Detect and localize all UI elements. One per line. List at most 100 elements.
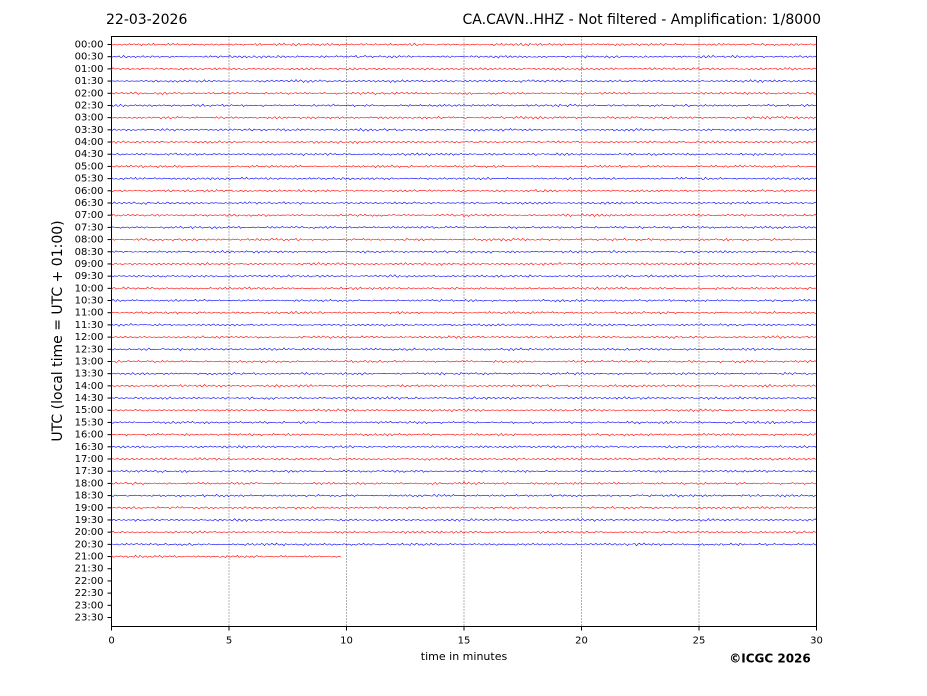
y-tick-label: 11:00: [75, 308, 104, 319]
chart-title: CA.CAVN..HHZ - Not filtered - Amplificat…: [463, 12, 821, 28]
y-tick-label: 15:30: [75, 417, 104, 428]
trace: [111, 128, 817, 132]
y-tick-label: 00:30: [75, 52, 104, 63]
trace: [111, 274, 817, 278]
trace: [111, 445, 817, 449]
trace: [111, 310, 817, 315]
y-tick-label: 08:00: [75, 235, 104, 246]
y-tick-label: 21:30: [75, 564, 104, 575]
trace: [111, 286, 817, 291]
trace: [111, 298, 817, 303]
trace: [111, 542, 817, 547]
y-tick-label: 07:30: [75, 222, 104, 233]
y-tick-label: 04:00: [75, 137, 104, 148]
trace: [111, 383, 817, 388]
trace: [111, 359, 817, 364]
y-tick-label: 12:30: [75, 344, 104, 355]
trace: [111, 554, 342, 559]
trace: [111, 249, 817, 254]
trace: [111, 518, 817, 523]
y-tick-label: 19:30: [75, 515, 104, 526]
credit: ©ICGC 2026: [729, 652, 811, 666]
y-tick-label: 12:00: [75, 332, 104, 343]
trace: [111, 79, 817, 83]
y-tick-label: 02:30: [75, 100, 104, 111]
y-tick-label: 17:30: [75, 466, 104, 477]
trace: [111, 469, 817, 473]
trace: [111, 115, 817, 120]
y-tick-label: 13:00: [75, 356, 104, 367]
y-tick-label: 23:30: [75, 613, 104, 624]
x-tick-label: 15: [458, 636, 471, 647]
y-tick-label: 15:00: [75, 405, 104, 416]
y-tick-label: 07:00: [75, 210, 104, 221]
trace: [111, 420, 817, 425]
trace: [111, 506, 817, 510]
x-tick-label: 10: [340, 636, 353, 647]
x-axis-label: time in minutes: [421, 650, 508, 663]
y-tick-label: 10:30: [75, 296, 104, 307]
y-tick-label: 09:30: [75, 271, 104, 282]
trace: [111, 164, 817, 169]
trace: [111, 481, 817, 486]
y-tick-label: 18:30: [75, 491, 104, 502]
y-tick-label: 06:00: [75, 186, 104, 197]
trace: [111, 262, 817, 266]
y-tick-label: 17:00: [75, 454, 104, 465]
trace: [111, 201, 817, 205]
trace: [111, 213, 817, 218]
trace: [111, 140, 817, 144]
y-tick-label: 05:30: [75, 174, 104, 185]
y-tick-label: 23:00: [75, 600, 104, 611]
y-axis-label: UTC (local time = UTC + 01:00): [50, 220, 66, 441]
y-tick-label: 21:00: [75, 552, 104, 563]
y-tick-label: 22:30: [75, 588, 104, 599]
y-tick-label: 01:00: [75, 64, 104, 75]
trace: [111, 335, 817, 339]
y-tick-label: 20:30: [75, 539, 104, 550]
trace: [111, 322, 817, 327]
y-tick-label: 11:30: [75, 320, 104, 331]
trace: [111, 54, 817, 59]
trace: [111, 225, 817, 230]
y-tick-label: 04:30: [75, 149, 104, 160]
x-tick-label: 30: [810, 636, 823, 647]
y-tick-label: 02:00: [75, 88, 104, 99]
y-tick-label: 14:30: [75, 393, 104, 404]
trace: [111, 176, 817, 181]
y-tick-label: 16:00: [75, 430, 104, 441]
trace: [111, 103, 817, 108]
trace: [111, 347, 817, 352]
y-tick-label: 14:00: [75, 381, 104, 392]
y-tick-label: 10:00: [75, 283, 104, 294]
trace: [111, 493, 817, 498]
y-tick-label: 19:00: [75, 503, 104, 514]
trace: [111, 237, 817, 242]
trace: [111, 432, 817, 437]
trace: [111, 91, 817, 96]
date: 22-03-2026: [106, 12, 187, 28]
x-tick-label: 25: [693, 636, 706, 647]
y-tick-label: 06:30: [75, 198, 104, 209]
trace: [111, 396, 817, 400]
y-tick-label: 05:00: [75, 161, 104, 172]
y-tick-label: 03:00: [75, 113, 104, 124]
trace: [111, 371, 817, 376]
trace: [111, 530, 817, 535]
y-tick-label: 03:30: [75, 125, 104, 136]
x-tick-label: 20: [575, 636, 588, 647]
trace: [111, 457, 817, 461]
y-tick-label: 16:30: [75, 442, 104, 453]
trace: [111, 152, 817, 157]
trace: [111, 67, 817, 71]
trace: [111, 408, 817, 413]
y-tick-label: 09:00: [75, 259, 104, 270]
y-tick-label: 22:00: [75, 576, 104, 587]
y-tick-label: 08:30: [75, 247, 104, 258]
y-tick-label: 13:30: [75, 369, 104, 380]
y-tick-label: 01:30: [75, 76, 104, 87]
trace: [111, 42, 817, 47]
y-tick-label: 18:00: [75, 478, 104, 489]
y-tick-label: 00:00: [75, 40, 104, 51]
